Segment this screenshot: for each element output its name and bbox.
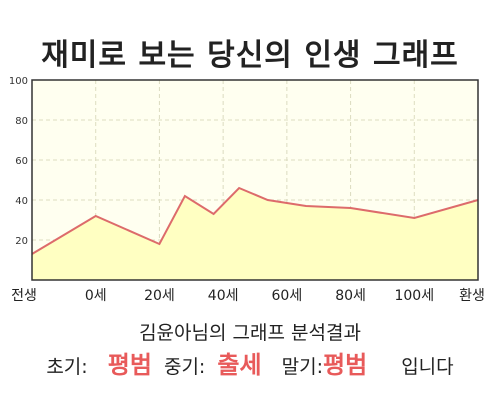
x-tick-label: 100세 — [394, 288, 434, 304]
y-tick-label: 60 — [15, 156, 28, 167]
plot-frame — [31, 79, 479, 281]
analysis-summary: 초기: 평범 중기: 출세 말기:평범 입니다 — [0, 345, 500, 380]
x-tick-label: 60세 — [272, 288, 303, 304]
chart-title: 재미로 보는 당신의 인생 그래프 — [41, 38, 459, 73]
x-tick-labels: 전생 0세 20세 40세 60세 80세 100세 환생 — [11, 288, 485, 304]
life-graph-chart: 20 40 60 80 100 전생 0세 20세 40세 60세 80세 100세 환생 — [9, 76, 485, 304]
x-tick-label: 환생 — [459, 288, 485, 304]
y-tick-label: 80 — [15, 116, 28, 127]
y-tick-label: 100 — [9, 76, 28, 87]
y-tick-label: 20 — [15, 236, 28, 247]
x-tick-label: 전생 — [11, 288, 37, 304]
ending-text: 입니다 — [401, 356, 454, 378]
axes — [31, 79, 479, 281]
y-tick-labels: 20 40 60 80 100 — [9, 76, 28, 247]
x-tick-label: 20세 — [144, 288, 175, 304]
early-label: 초기: — [46, 356, 88, 378]
x-tick-label: 40세 — [208, 288, 239, 304]
series-line — [31, 186, 479, 255]
y-tick-label: 40 — [15, 196, 28, 207]
late-label: 말기: — [281, 356, 323, 378]
analysis-title: 김윤아님의 그래프 분석결과 — [139, 322, 361, 344]
x-tick-label: 0세 — [85, 288, 107, 304]
early-value: 평범 — [107, 351, 152, 379]
mid-label: 중기: — [163, 356, 206, 378]
mid-value: 출세 — [217, 351, 262, 379]
late-value: 평범 — [322, 351, 368, 379]
x-tick-label: 80세 — [335, 288, 366, 304]
